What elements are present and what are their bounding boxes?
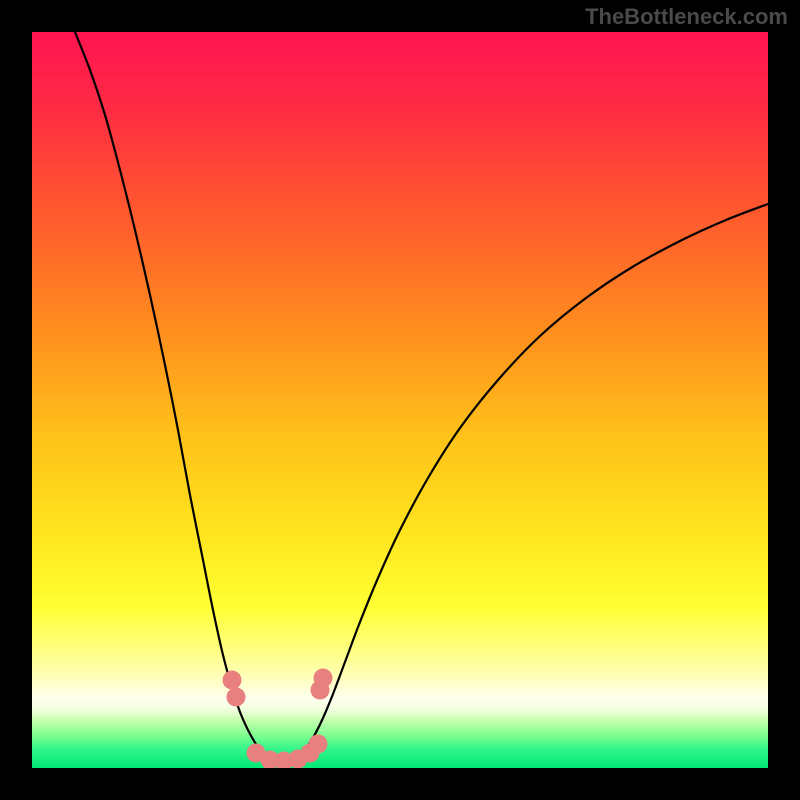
plot-gradient	[32, 32, 768, 768]
chart-stage: TheBottleneck.com	[0, 0, 800, 800]
bottleneck-chart-svg	[0, 0, 800, 800]
marker-point	[314, 669, 333, 688]
marker-point	[223, 671, 242, 690]
marker-point	[309, 735, 328, 754]
marker-point	[227, 688, 246, 707]
